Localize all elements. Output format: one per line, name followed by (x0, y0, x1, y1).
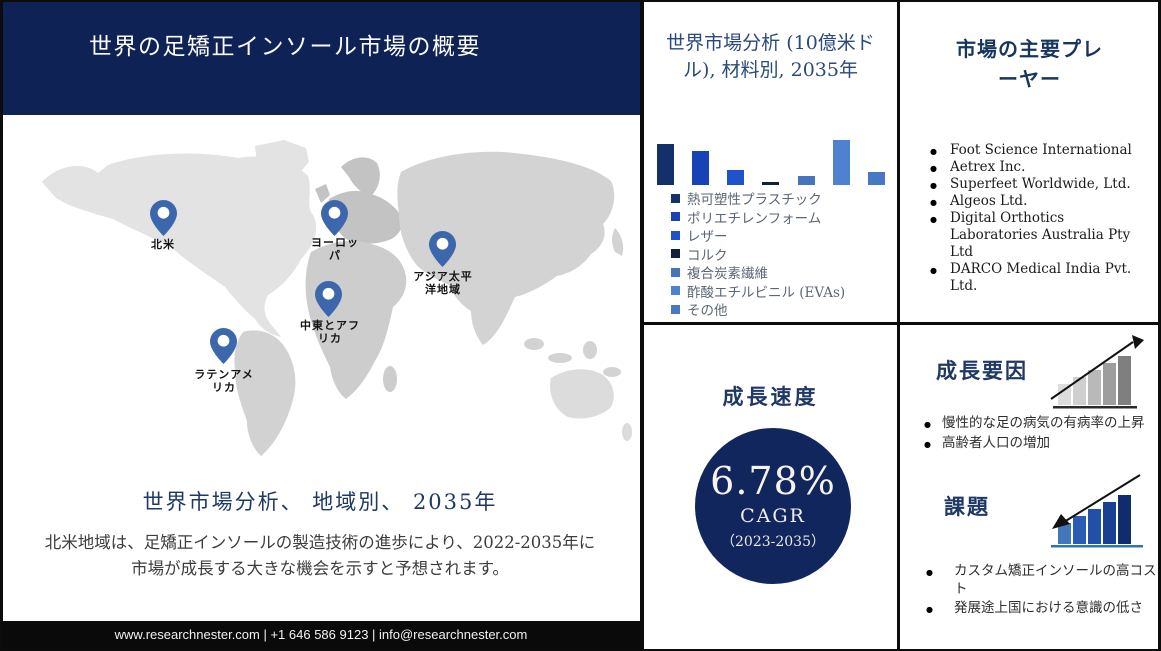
bar-chart (657, 138, 885, 185)
legend-swatch-icon (671, 249, 680, 259)
border-bottom (0, 649, 1161, 651)
legend-item: コルク (671, 245, 845, 264)
market-description: 北米地域は、足矯正インソールの製造技術の進歩により、2022-2035年に市場が… (44, 533, 596, 579)
bar-segment (762, 182, 780, 185)
region-label-latin-america: ラテンアメリカ (194, 368, 254, 394)
factors-challenges-panel: 成長要因 慢性的な足の病気の有病率の上昇 高齢者人口の増加 課題 (900, 325, 1159, 649)
chart-title: 世界市場分析 (10億米ドル), 材料別, 2035年 (666, 32, 875, 81)
legend-swatch-icon (671, 230, 680, 240)
legend-swatch-icon (671, 286, 680, 296)
list-item: カスタム矯正インソールの高コスト (926, 563, 1157, 598)
regional-analysis-subtitle: 世界市場分析、 地域別、 2035年 (142, 490, 498, 514)
map-pin-icon (150, 200, 177, 240)
map-pin-icon (321, 200, 348, 240)
cagr-label: CAGR (740, 505, 806, 528)
region-label-middle-east-africa: 中東とアフリカ (300, 319, 360, 345)
growth-chart-icon (1048, 333, 1145, 417)
chart-legend: 熱可塑性プラスチック ポリエチレンフォーム レザー コルク 複合炭素繊維 酢酸エ… (671, 189, 845, 319)
cagr-period: （2023-2035） (721, 534, 825, 551)
world-map-graphic (42, 140, 632, 456)
region-label-europe: ヨーロッパ (311, 236, 359, 262)
header-banner: 世界の足矯正インソール市場の概要 (3, 2, 640, 115)
map-pin-icon (429, 231, 456, 271)
divider-vertical-main (640, 0, 644, 651)
legend-item: 熱可塑性プラスチック (671, 189, 845, 208)
list-item: Aetrex Inc. (930, 159, 1153, 177)
bar-segment (657, 144, 674, 185)
legend-swatch-icon (671, 304, 680, 314)
bar-segment (797, 176, 815, 185)
key-players-panel: 市場の主要プレーヤー Foot Science International Ae… (900, 2, 1159, 322)
bar-segment (832, 140, 850, 185)
material-chart-panel: 世界市場分析 (10億米ドル), 材料別, 2035年 熱可塑性プラスチック ポ… (644, 2, 897, 322)
map-pin-icon (315, 281, 342, 321)
growth-rate-panel: 成長速度 6.78% CAGR （2023-2035） (644, 325, 897, 649)
legend-item: その他 (671, 300, 845, 319)
list-item: Superfeet Worldwide, Ltd. (930, 176, 1153, 194)
key-players-title: 市場の主要プレーヤー (956, 37, 1103, 91)
border-right (1158, 0, 1161, 651)
list-item: 発展途上国における意識の低さ (926, 600, 1157, 618)
challenges-list: カスタム矯正インソールの高コスト 発展途上国における意識の低さ (926, 563, 1157, 620)
world-map (12, 136, 636, 474)
legend-item: ポリエチレンフォーム (671, 208, 845, 227)
cagr-value: 6.78% (710, 458, 836, 503)
key-players-list: Foot Science International Aetrex Inc. S… (930, 142, 1153, 295)
list-item: Digital Orthotics Laboratories Australia… (930, 210, 1153, 261)
legend-item: 酢酸エチルビニル (EVAs) (671, 282, 845, 301)
border-top (0, 0, 1161, 2)
list-item: 慢性的な足の病気の有病率の上昇 (924, 415, 1155, 433)
legend-item: 複合炭素繊維 (671, 263, 845, 282)
growth-factors-list: 慢性的な足の病気の有病率の上昇 高齢者人口の増加 (924, 415, 1155, 454)
region-label-asia-pacific: アジア太平洋地域 (413, 270, 473, 296)
challenges-title: 課題 (944, 494, 990, 519)
divider-horizontal-right (640, 322, 1161, 325)
cagr-badge: 6.78% CAGR （2023-2035） (695, 428, 851, 584)
list-item: 高齢者人口の増加 (924, 435, 1155, 453)
divider-vertical-right (897, 0, 900, 651)
bar-segment (692, 151, 710, 185)
list-item: DARCO Medical India Pvt. Ltd. (930, 261, 1153, 295)
bar-segment (727, 170, 745, 185)
challenge-chart-icon (1048, 467, 1145, 557)
page-title: 世界の足矯正インソール市場の概要 (89, 34, 481, 60)
legend-swatch-icon (671, 267, 680, 277)
growth-factors-title: 成長要因 (936, 358, 1028, 383)
growth-rate-title: 成長速度 (722, 384, 819, 409)
region-label-north-america: 北米 (151, 238, 175, 251)
map-pin-icon (210, 328, 237, 368)
list-item: Algeos Ltd. (930, 193, 1153, 211)
legend-swatch-icon (671, 212, 680, 222)
legend-swatch-icon (671, 193, 680, 203)
bar-segment (867, 172, 885, 185)
border-left (0, 0, 3, 651)
legend-item: レザー (671, 226, 845, 245)
list-item: Foot Science International (930, 142, 1153, 160)
footer-contact-bar: www.researchnester.com | +1 646 586 9123… (2, 621, 640, 649)
